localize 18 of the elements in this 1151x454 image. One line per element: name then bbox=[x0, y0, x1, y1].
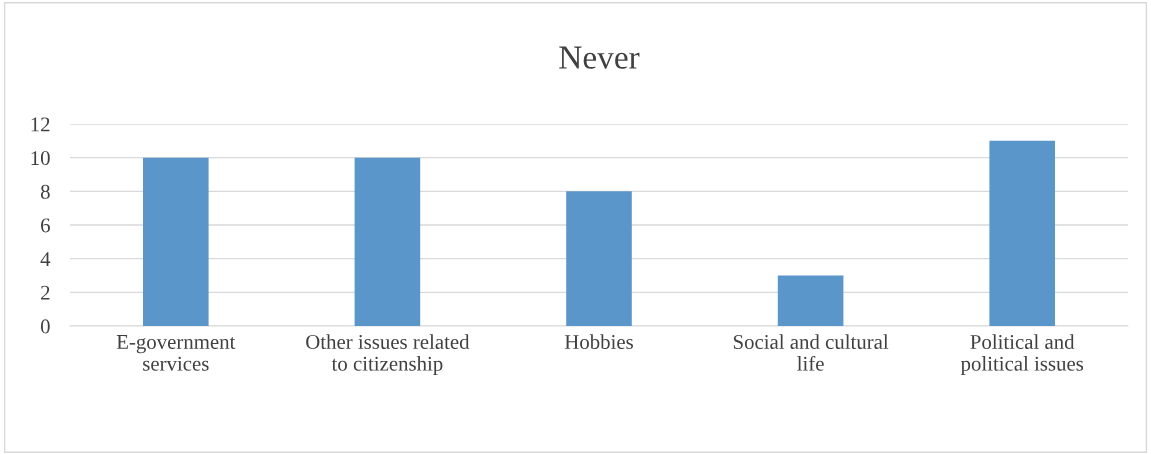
y-tick-label: 10 bbox=[31, 151, 50, 166]
y-tick-label: 0 bbox=[40, 319, 50, 334]
bar bbox=[777, 275, 844, 326]
y-tick-label: 2 bbox=[41, 285, 50, 300]
x-tick-label: E-government services bbox=[116, 335, 236, 371]
y-tick-label: 6 bbox=[41, 218, 50, 233]
y-tick-label: 8 bbox=[40, 184, 50, 199]
bar bbox=[989, 140, 1055, 326]
x-tick-label: Other issues related to citizenship bbox=[306, 334, 470, 376]
x-tick-label: Political and political issues bbox=[960, 334, 1084, 376]
x-tick-label: Social and cultural life bbox=[733, 334, 889, 371]
bar bbox=[566, 191, 632, 326]
y-tick-label: 4 bbox=[40, 252, 51, 266]
bar bbox=[143, 157, 209, 326]
bar bbox=[354, 157, 421, 326]
y-tick-label: 12 bbox=[31, 117, 50, 132]
chart-title: Never bbox=[559, 46, 640, 69]
x-tick-label: Hobbies bbox=[564, 334, 633, 349]
